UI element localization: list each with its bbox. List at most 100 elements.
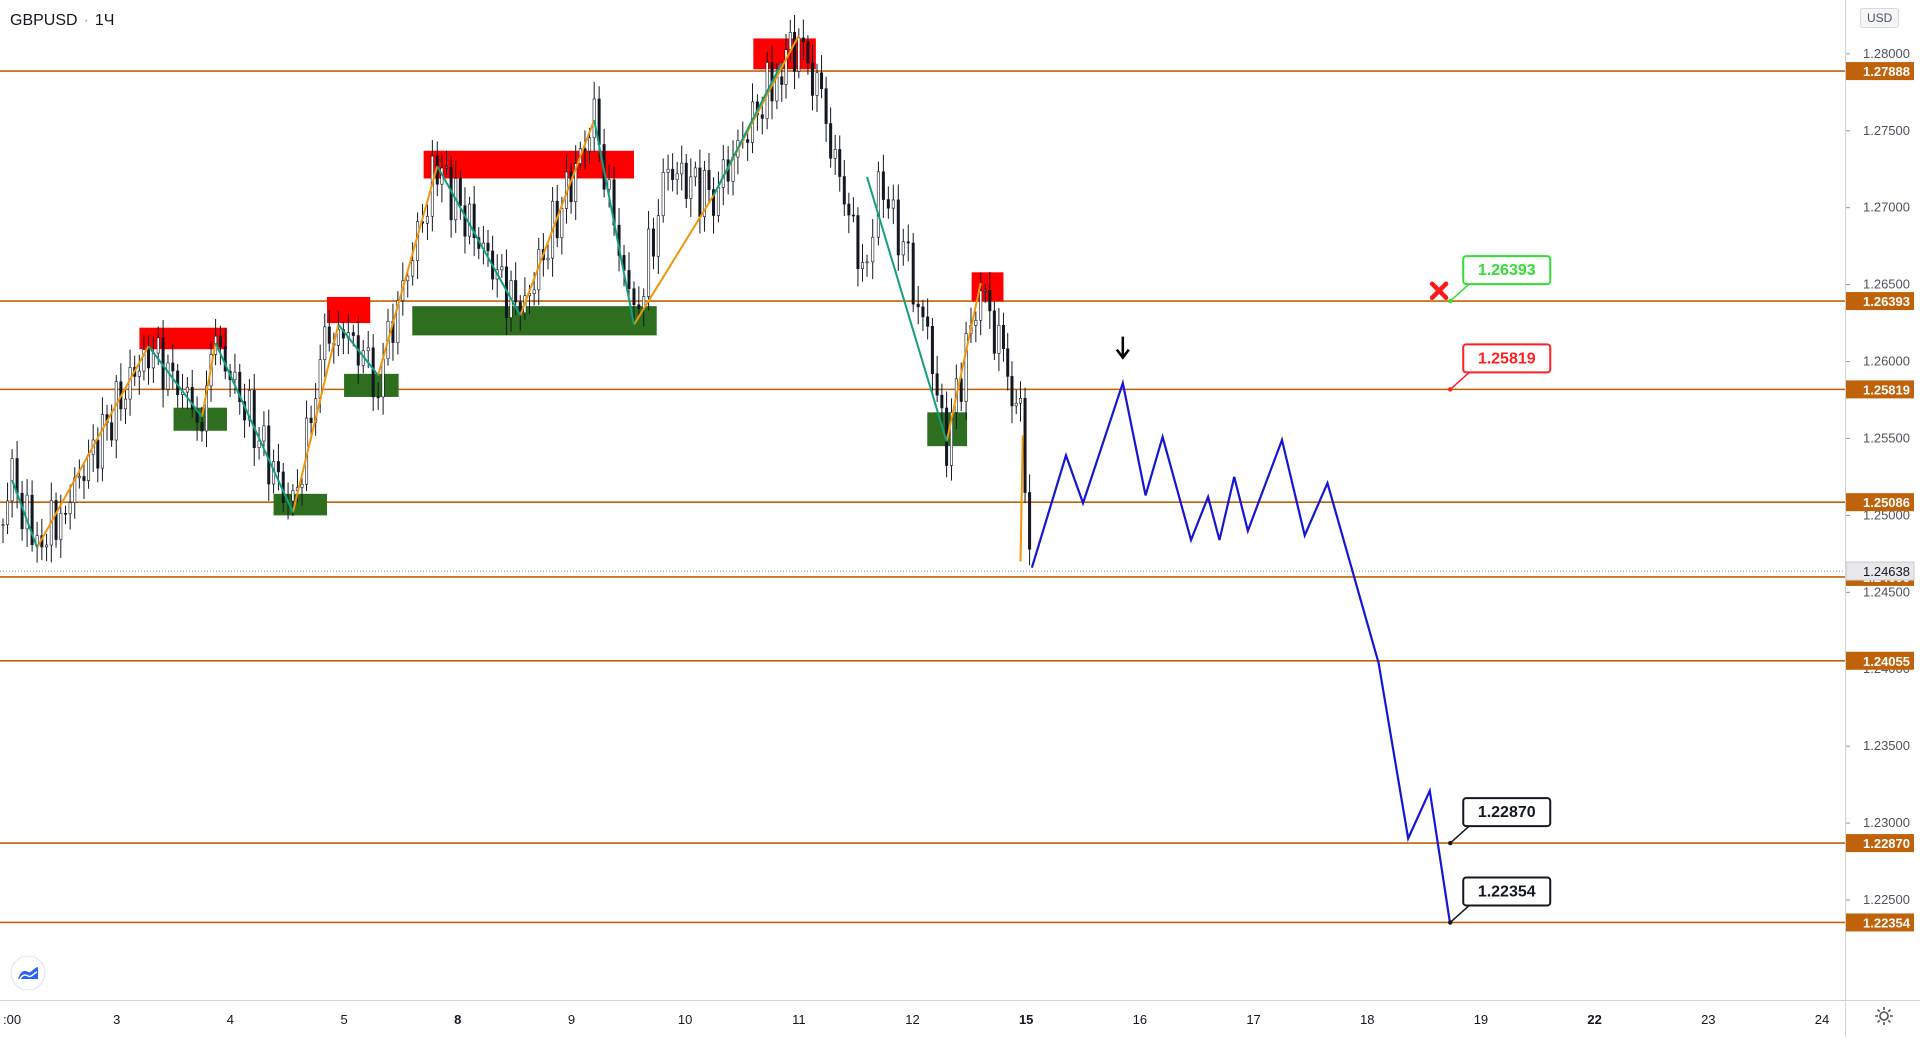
time-tick-label: 11 [792,1012,806,1027]
price-axis-labels: 1.28000 1.27500 1.27000 1.26500 1.26000 1.255… [1845,46,1915,932]
tradingview-logo-icon[interactable] [10,955,46,991]
candle-body [123,398,127,410]
level-tag [1846,62,1914,81]
current-price-tag [1845,561,1915,581]
candle-body [689,176,693,199]
time-tick-label: 24 [1815,1012,1829,1027]
currency-label[interactable]: USD [1860,8,1900,28]
candle-body [702,170,706,217]
candle-body [911,242,915,305]
chart-area[interactable]: 1.26393 1.25819 1.22870 1.22354 [0,0,1845,1000]
candle-body [856,215,860,270]
candle-body [666,168,670,173]
zigzag-up-line [36,345,150,549]
candle-body [810,62,814,96]
candle-body [128,367,132,400]
candle-body [15,458,19,494]
candle-body [77,476,81,479]
candle-body [901,241,905,256]
level-tag [1846,651,1914,670]
candle-body [291,490,295,502]
candle-body [1006,348,1010,377]
candle-body [252,390,256,448]
candle-body [707,170,711,190]
support-zone [173,407,227,431]
price-tick-label: 1.25500 [1863,430,1910,445]
candle-body [166,362,170,390]
candle-body [833,149,837,159]
candle-body [233,371,237,381]
level-tag [1846,834,1914,853]
candle-body [30,494,34,546]
zigzag-down-line [593,119,635,325]
gear-icon[interactable] [1872,1004,1896,1028]
candle-body [949,412,953,466]
candle-body [851,214,855,217]
zigzag-up-line [1019,435,1024,562]
level-tag-label: 1.22354 [1863,915,1911,930]
zigzag-down-line [712,62,783,196]
level-tag [1846,292,1914,311]
candle-body [815,72,819,96]
candle-body [6,500,10,525]
price-tick-label: 1.26500 [1863,277,1910,292]
time-tick-label: 3 [113,1012,120,1027]
time-tick-label: 23 [1701,1012,1715,1027]
candle-body [59,512,63,540]
candle-body [25,494,29,530]
axis-corner [1845,1000,1920,1037]
current-price-label: 1.24638 [1863,564,1910,579]
candle-body [997,324,1001,354]
price-callout: 1.22870 [1448,797,1552,846]
candle-body [865,261,869,264]
price-axis[interactable]: 1.28000 1.27500 1.27000 1.26500 1.26000 1.255… [1845,0,1920,1000]
candle-body [458,178,462,206]
zigzag-up-line [945,282,982,442]
time-tick-label: 16 [1133,1012,1147,1027]
candle-body [716,187,720,216]
candle-body [1010,376,1014,407]
price-chart[interactable]: 1.26393 1.25819 1.22870 1.22354 [0,0,1845,1000]
time-tick-label: :00 [3,1012,21,1027]
candle-body [142,349,146,372]
level-tag-label: 1.26393 [1863,294,1910,309]
zigzag-up-line [377,165,439,376]
candle-body [87,454,91,481]
candle-body [267,425,271,485]
resistance-zone [971,272,1004,302]
candle-body [891,199,895,209]
price-callout: 1.26393 [1448,255,1552,304]
level-tag-label: 1.22870 [1863,836,1910,851]
candle-body [983,290,987,292]
callout-box [1462,343,1552,374]
candle-body [775,76,779,102]
candle-body [223,346,227,372]
time-tick-label: 8 [454,1012,461,1027]
candle-body [935,373,939,396]
callout-anchor-dot [1448,298,1453,304]
candle-body [376,396,380,399]
candle-body [35,535,39,546]
candle-body [82,476,86,481]
time-axis-labels: :00 3 4 5 8 9 10 11 12 15 16 17 18 19 22 23 24 [3,1012,1829,1027]
candle-body [445,166,449,169]
callout-anchor-dot [1448,387,1453,392]
candle-body [793,31,797,72]
candle-body [661,172,665,217]
x-stroke [1429,281,1449,301]
candle-body [309,417,313,423]
time-axis[interactable]: :00 3 4 5 8 9 10 11 12 15 16 17 18 19 22 23 24 [0,1000,1845,1037]
candle-body [300,483,304,488]
candle-body [323,326,327,360]
zigzag-down-line [337,323,379,377]
candle-body [262,425,266,442]
candle-body [396,300,400,343]
candle-body [276,461,280,473]
candle-body [425,215,429,224]
candle-body [486,242,490,252]
level-tag-label: 1.27888 [1863,64,1910,79]
candle-body [806,41,810,64]
symbol-name: GBPUSD [10,12,78,29]
symbol-title[interactable]: GBPUSD · 1Ч [10,12,114,30]
time-tick-label: 5 [340,1012,347,1027]
